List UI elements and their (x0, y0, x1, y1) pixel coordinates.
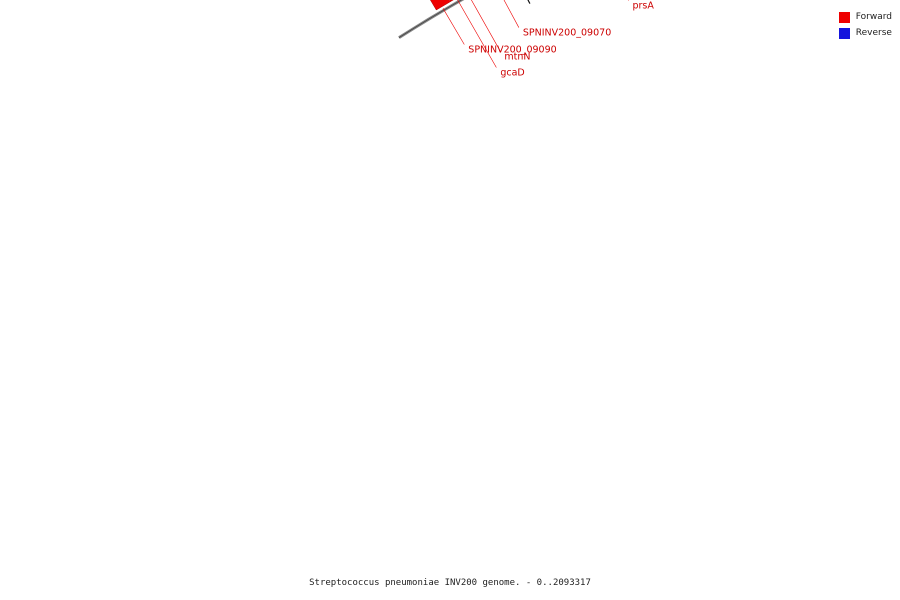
gene-label: mtnN (504, 51, 530, 62)
genome-caption: Streptococcus pneumoniae INV200 genome. … (309, 578, 591, 588)
forward-swatch (838, 11, 850, 23)
gene-label: prsA (632, 0, 654, 11)
legend: Forward Reverse (838, 9, 892, 41)
legend-reverse-label: Reverse (855, 28, 892, 38)
gene-leader (471, 0, 501, 52)
gene-label: SPNINV200_09090 (468, 45, 556, 56)
legend-forward: Forward (838, 9, 892, 25)
gene-label: SPNINV200_09070 (523, 28, 611, 39)
gene-leader (442, 8, 465, 45)
gene-leader (457, 0, 497, 68)
gene-leader (503, 0, 520, 28)
reverse-swatch (838, 27, 850, 39)
legend-forward-label: Forward (855, 12, 892, 22)
inner-scale-tick (527, 0, 531, 4)
gene-label: gcaD (500, 68, 524, 79)
legend-reverse: Reverse (838, 25, 892, 41)
gene-arrow (430, 0, 452, 11)
